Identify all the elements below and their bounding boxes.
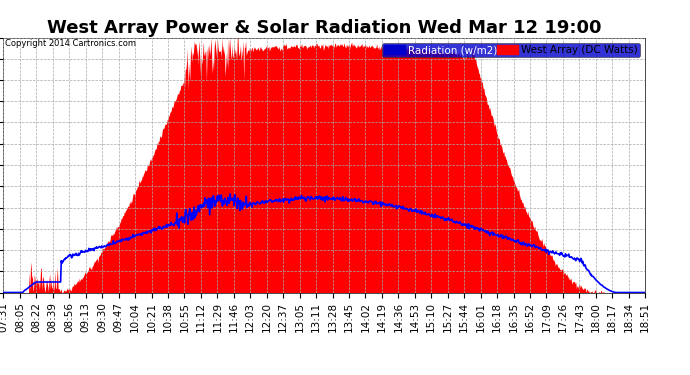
Title: West Array Power & Solar Radiation Wed Mar 12 19:00: West Array Power & Solar Radiation Wed M… <box>47 20 602 38</box>
Legend: Radiation (w/m2), West Array (DC Watts): Radiation (w/m2), West Array (DC Watts) <box>382 43 640 57</box>
Text: Copyright 2014 Cartronics.com: Copyright 2014 Cartronics.com <box>5 39 136 48</box>
